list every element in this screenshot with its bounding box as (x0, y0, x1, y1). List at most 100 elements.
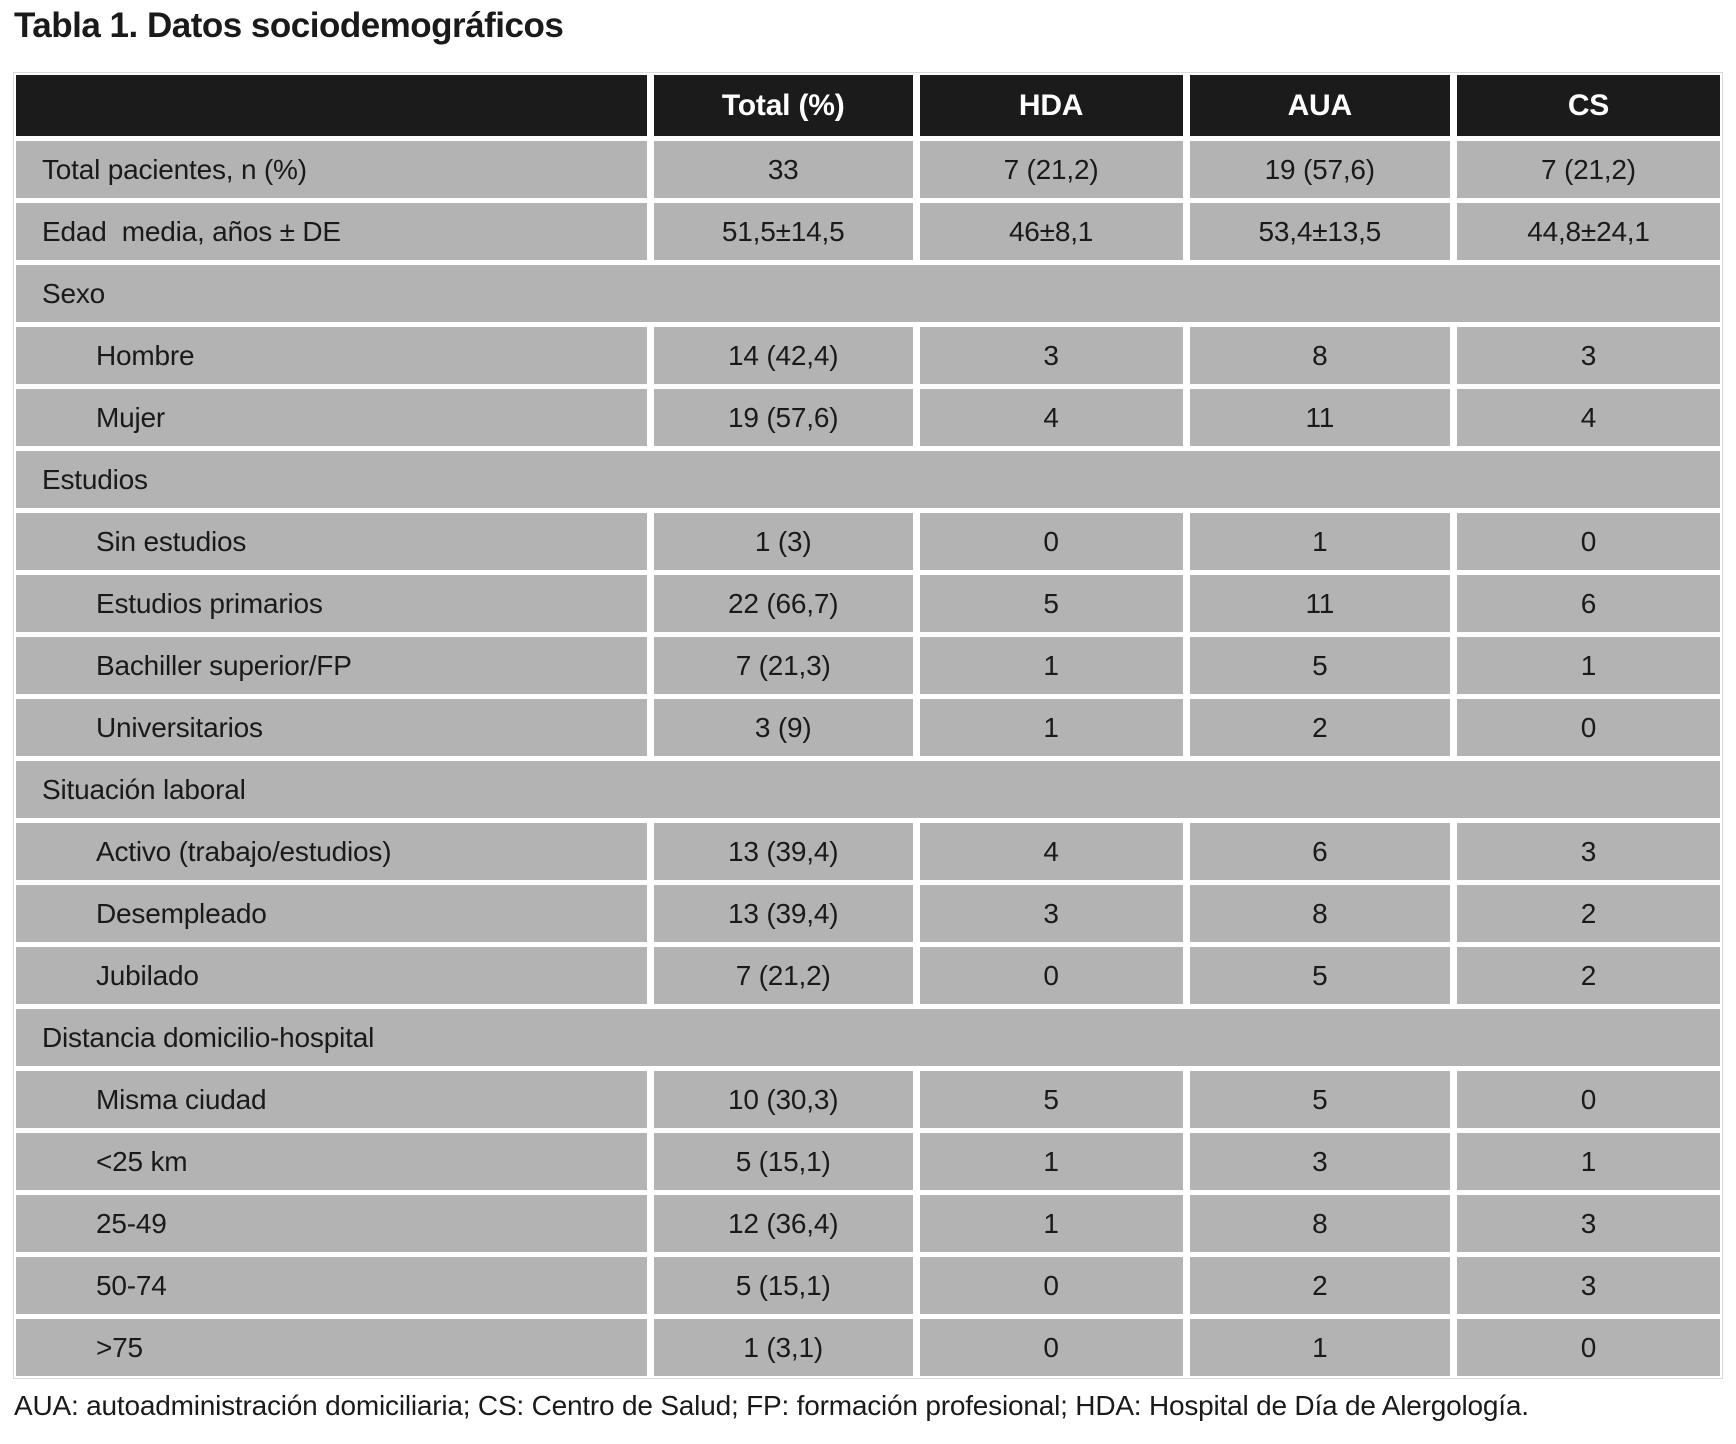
cell-aua: 8 (1189, 885, 1450, 942)
section-row: Distancia domicilio-hospital (16, 1009, 1720, 1066)
row-label: Estudios primarios (16, 575, 647, 632)
header-cell-cs: CS (1457, 75, 1720, 136)
table-row: >75 1 (3,1) 0 1 0 (16, 1319, 1720, 1376)
cell-aua: 11 (1189, 575, 1450, 632)
row-label: Total pacientes, n (%) (16, 141, 647, 198)
table-row: Activo (trabajo/estudios) 13 (39,4) 4 6 … (16, 823, 1720, 880)
cell-cs: 0 (1457, 1319, 1720, 1376)
cell-hda: 46±8,1 (919, 203, 1183, 260)
section-label: Situación laboral (16, 761, 1720, 818)
cell-total: 51,5±14,5 (653, 203, 913, 260)
cell-cs: 6 (1457, 575, 1720, 632)
cell-total: 33 (653, 141, 913, 198)
row-label: Misma ciudad (16, 1071, 647, 1128)
table-row: 50-74 5 (15,1) 0 2 3 (16, 1257, 1720, 1314)
table-row: Sin estudios 1 (3) 0 1 0 (16, 513, 1720, 570)
cell-total: 14 (42,4) (653, 327, 913, 384)
row-label: Sin estudios (16, 513, 647, 570)
section-row: Situación laboral (16, 761, 1720, 818)
cell-total: 12 (36,4) (653, 1195, 913, 1252)
cell-cs: 3 (1457, 1195, 1720, 1252)
cell-total: 3 (9) (653, 699, 913, 756)
cell-hda: 4 (919, 389, 1183, 446)
cell-total: 22 (66,7) (653, 575, 913, 632)
cell-total: 1 (3,1) (653, 1319, 913, 1376)
cell-aua: 3 (1189, 1133, 1450, 1190)
cell-total: 13 (39,4) (653, 885, 913, 942)
sociodemographic-table: Total (%) HDA AUA CS Total pacientes, n … (13, 72, 1723, 1379)
cell-aua: 5 (1189, 637, 1450, 694)
row-label: Bachiller superior/FP (16, 637, 647, 694)
cell-aua: 5 (1189, 1071, 1450, 1128)
table-header-row: Total (%) HDA AUA CS (16, 75, 1720, 136)
cell-hda: 4 (919, 823, 1183, 880)
header-cell-hda: HDA (919, 75, 1183, 136)
cell-aua: 6 (1189, 823, 1450, 880)
cell-total: 7 (21,2) (653, 947, 913, 1004)
row-label: Jubilado (16, 947, 647, 1004)
cell-cs: 2 (1457, 947, 1720, 1004)
cell-aua: 1 (1189, 1319, 1450, 1376)
table-row: Estudios primarios 22 (66,7) 5 11 6 (16, 575, 1720, 632)
row-label: <25 km (16, 1133, 647, 1190)
cell-aua: 1 (1189, 513, 1450, 570)
cell-hda: 1 (919, 1133, 1183, 1190)
cell-aua: 11 (1189, 389, 1450, 446)
cell-hda: 3 (919, 327, 1183, 384)
cell-cs: 4 (1457, 389, 1720, 446)
table-row: 25-49 12 (36,4) 1 8 3 (16, 1195, 1720, 1252)
row-label: >75 (16, 1319, 647, 1376)
cell-cs: 1 (1457, 1133, 1720, 1190)
table-row: Mujer 19 (57,6) 4 11 4 (16, 389, 1720, 446)
cell-cs: 0 (1457, 513, 1720, 570)
table-title: Tabla 1. Datos sociodemográficos (14, 6, 564, 45)
table-row: Total pacientes, n (%) 33 7 (21,2) 19 (5… (16, 141, 1720, 198)
cell-aua: 2 (1189, 1257, 1450, 1314)
cell-aua: 8 (1189, 1195, 1450, 1252)
cell-aua: 19 (57,6) (1189, 141, 1450, 198)
header-cell-aua: AUA (1189, 75, 1450, 136)
cell-total: 5 (15,1) (653, 1257, 913, 1314)
header-cell-empty (16, 75, 647, 136)
cell-aua: 2 (1189, 699, 1450, 756)
cell-hda: 3 (919, 885, 1183, 942)
cell-cs: 2 (1457, 885, 1720, 942)
cell-hda: 0 (919, 1319, 1183, 1376)
cell-total: 10 (30,3) (653, 1071, 913, 1128)
cell-hda: 5 (919, 1071, 1183, 1128)
row-label: Hombre (16, 327, 647, 384)
cell-cs: 3 (1457, 1257, 1720, 1314)
cell-hda: 1 (919, 699, 1183, 756)
cell-total: 13 (39,4) (653, 823, 913, 880)
row-label: Activo (trabajo/estudios) (16, 823, 647, 880)
cell-total: 7 (21,3) (653, 637, 913, 694)
cell-hda: 0 (919, 947, 1183, 1004)
cell-hda: 0 (919, 513, 1183, 570)
section-row: Sexo (16, 265, 1720, 322)
cell-cs: 1 (1457, 637, 1720, 694)
table-footnote: AUA: autoadministración domiciliaria; CS… (14, 1390, 1529, 1421)
cell-aua: 53,4±13,5 (1189, 203, 1450, 260)
cell-hda: 1 (919, 1195, 1183, 1252)
row-label: Edad media, años ± DE (16, 203, 647, 260)
table-row: Desempleado 13 (39,4) 3 8 2 (16, 885, 1720, 942)
row-label: Universitarios (16, 699, 647, 756)
cell-cs: 0 (1457, 1071, 1720, 1128)
cell-hda: 5 (919, 575, 1183, 632)
table-row: Bachiller superior/FP 7 (21,3) 1 5 1 (16, 637, 1720, 694)
table-row: Hombre 14 (42,4) 3 8 3 (16, 327, 1720, 384)
section-label: Estudios (16, 451, 1720, 508)
cell-cs: 7 (21,2) (1457, 141, 1720, 198)
cell-cs: 0 (1457, 699, 1720, 756)
cell-total: 19 (57,6) (653, 389, 913, 446)
cell-hda: 0 (919, 1257, 1183, 1314)
cell-cs: 3 (1457, 327, 1720, 384)
row-label: Mujer (16, 389, 647, 446)
row-label: 50-74 (16, 1257, 647, 1314)
cell-aua: 8 (1189, 327, 1450, 384)
cell-total: 5 (15,1) (653, 1133, 913, 1190)
table-row: Misma ciudad 10 (30,3) 5 5 0 (16, 1071, 1720, 1128)
section-label: Distancia domicilio-hospital (16, 1009, 1720, 1066)
table-row: Edad media, años ± DE 51,5±14,5 46±8,1 5… (16, 203, 1720, 260)
cell-hda: 1 (919, 637, 1183, 694)
